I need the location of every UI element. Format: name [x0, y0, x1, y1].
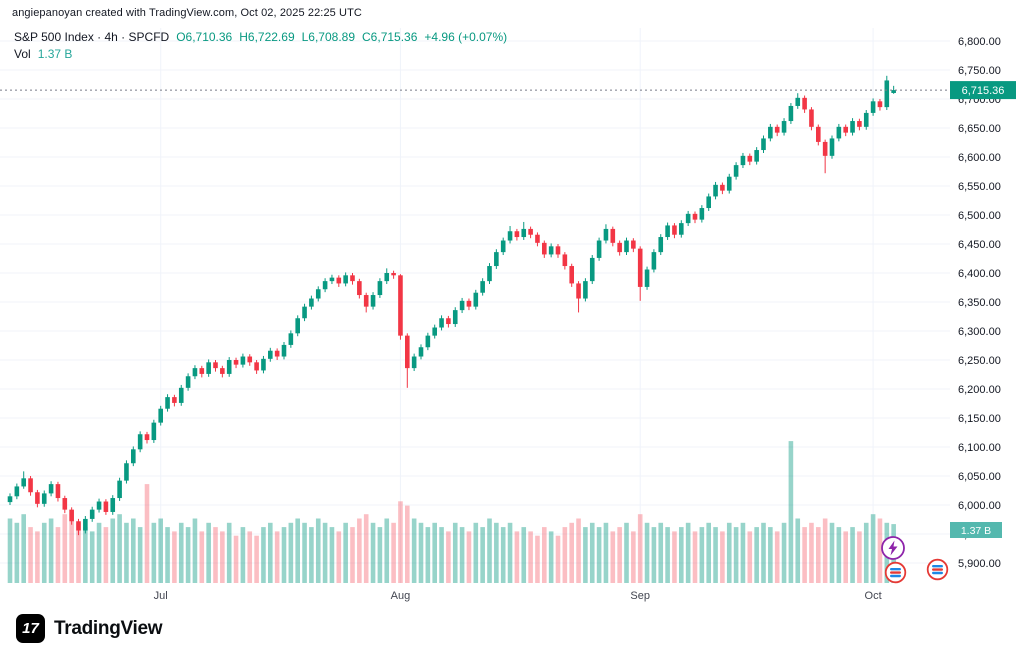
svg-text:1.37 B: 1.37 B: [961, 525, 991, 537]
price-tick-label: 6,250.00: [958, 355, 1001, 367]
volume-series: [7, 441, 896, 583]
ohlc-close: C6,715.36: [362, 30, 418, 44]
candles-series: [7, 75, 896, 536]
tradingview-logo-icon: 17: [16, 614, 45, 643]
symbol-title[interactable]: S&P 500 Index · 4h · SPCFD: [14, 30, 170, 44]
price-tick-label: 6,350.00: [958, 297, 1001, 309]
time-axis[interactable]: Jul Aug Sep Oct: [154, 590, 882, 602]
sticker-icon-1[interactable]: [884, 561, 907, 589]
grid-lines: [0, 28, 950, 583]
price-tick-label: 6,200.00: [958, 384, 1001, 396]
lightning-icon[interactable]: [880, 535, 906, 566]
price-tick-label: 6,400.00: [958, 268, 1001, 280]
price-tick-label: 5,900.00: [958, 558, 1001, 570]
time-tick-label: Aug: [391, 590, 411, 602]
ohlc-low: L6,708.89: [301, 30, 356, 44]
ohlc-high: H6,722.69: [239, 30, 295, 44]
watermark-text: angiepanoyan created with TradingView.co…: [12, 7, 362, 19]
price-chart-canvas[interactable]: 6,800.006,750.006,700.006,650.006,600.00…: [0, 0, 1024, 610]
price-tick-label: 6,100.00: [958, 442, 1001, 454]
ohlc-open: O6,710.36: [176, 30, 233, 44]
time-tick-label: Sep: [630, 590, 650, 602]
price-tick-label: 6,300.00: [958, 326, 1001, 338]
footer-brand[interactable]: 17 TradingView: [16, 614, 163, 643]
volume-badge: 1.37 B: [950, 522, 1002, 538]
price-tick-label: 6,650.00: [958, 123, 1001, 135]
price-tick-label: 6,150.00: [958, 413, 1001, 425]
price-change: +4.96 (+0.07%): [424, 30, 508, 44]
volume-label[interactable]: Vol: [14, 47, 31, 61]
price-tick-label: 6,600.00: [958, 152, 1001, 164]
time-tick-label: Jul: [154, 590, 168, 602]
price-tick-label: 6,500.00: [958, 210, 1001, 222]
last-price-badge: 6,715.36: [950, 81, 1016, 100]
price-tick-label: 6,550.00: [958, 181, 1001, 193]
price-tick-label: 6,050.00: [958, 471, 1001, 483]
price-tick-label: 6,000.00: [958, 500, 1001, 512]
price-tick-label: 6,800.00: [958, 36, 1001, 48]
logo-glyph: 17: [22, 620, 39, 637]
time-tick-label: Oct: [865, 590, 882, 602]
svg-text:6,715.36: 6,715.36: [962, 85, 1005, 97]
sticker-icon-2[interactable]: [926, 558, 949, 586]
volume-value: 1.37 B: [37, 47, 73, 61]
price-axis[interactable]: 6,800.006,750.006,700.006,650.006,600.00…: [958, 36, 1001, 570]
price-tick-label: 6,450.00: [958, 239, 1001, 251]
brand-name: TradingView: [54, 617, 163, 639]
price-tick-label: 6,750.00: [958, 65, 1001, 77]
chart-legend: S&P 500 Index · 4h · SPCFD O6,710.36 H6,…: [14, 30, 507, 64]
